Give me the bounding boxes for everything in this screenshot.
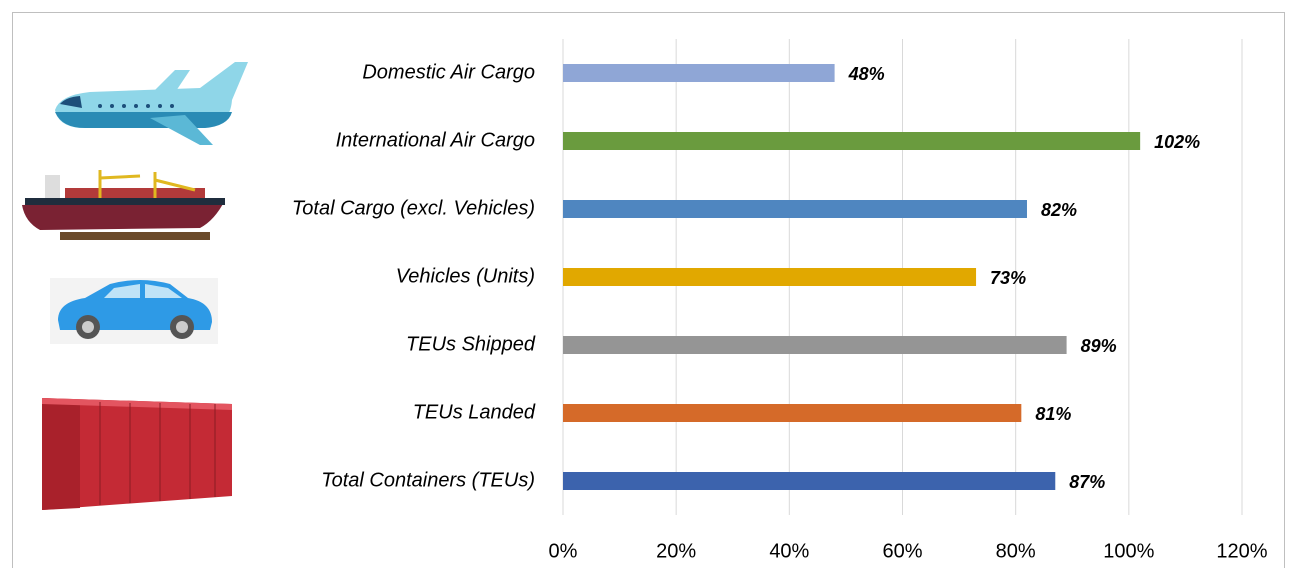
ship-icon (22, 170, 225, 240)
category-label: Domestic Air Cargo (362, 61, 535, 83)
bar (563, 64, 835, 82)
value-label: 73% (990, 268, 1026, 288)
category-label: Total Cargo (excl. Vehicles) (292, 197, 535, 219)
category-label: Vehicles (Units) (396, 265, 535, 287)
value-label: 102% (1154, 132, 1200, 152)
x-tick-label: 100% (1103, 540, 1154, 562)
value-label: 89% (1081, 336, 1117, 356)
bar (563, 132, 1140, 150)
bar (563, 200, 1027, 218)
category-label: TEUs Shipped (406, 333, 536, 355)
x-tick-label: 120% (1216, 540, 1267, 562)
x-tick-label: 0% (549, 540, 578, 562)
x-tick-label: 40% (769, 540, 809, 562)
bar (563, 336, 1067, 354)
page: 0% 20% 40% 60% 80% 100% 120% Domestic Air Cargo… (0, 0, 1297, 568)
category-label: TEUs Landed (413, 401, 536, 423)
category-label: Total Containers (TEUs) (321, 469, 535, 491)
plane-icon (55, 62, 248, 145)
bar (563, 404, 1021, 422)
category-label: International Air Cargo (336, 129, 535, 151)
x-tick-label: 60% (882, 540, 922, 562)
container-icon (42, 398, 232, 510)
value-label: 48% (848, 64, 885, 84)
x-tick-label: 80% (996, 540, 1036, 562)
chart: 0% 20% 40% 60% 80% 100% 120% Domestic Air Cargo… (0, 0, 1297, 568)
value-label: 82% (1041, 200, 1077, 220)
bar (563, 268, 976, 286)
bar (563, 472, 1055, 490)
car-icon (50, 278, 218, 344)
value-label: 87% (1069, 472, 1105, 492)
value-label: 81% (1035, 404, 1071, 424)
x-tick-label: 20% (656, 540, 696, 562)
